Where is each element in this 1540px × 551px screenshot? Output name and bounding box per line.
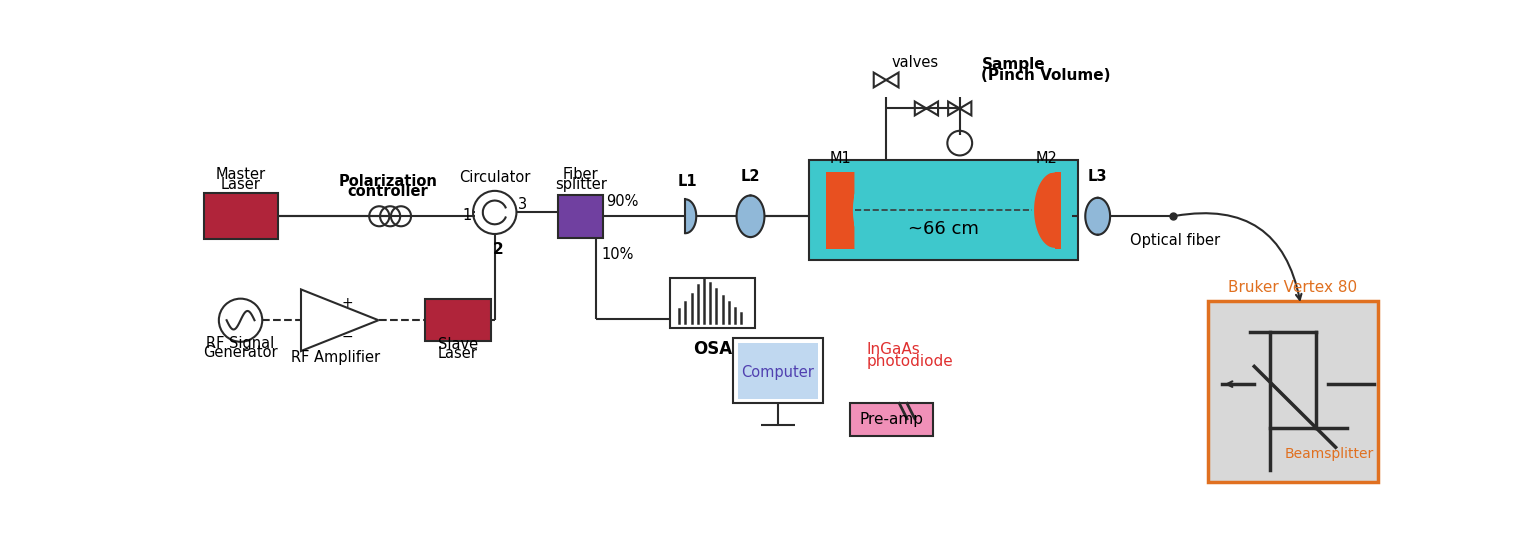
Text: (Pinch Volume): (Pinch Volume): [981, 68, 1110, 83]
Text: valves: valves: [892, 55, 939, 70]
Bar: [1032, 171, 1061, 249]
Text: Laser: Laser: [437, 347, 477, 361]
Text: Sample: Sample: [981, 57, 1046, 72]
Text: photodiode: photodiode: [867, 354, 953, 369]
Text: RF Amplifier: RF Amplifier: [291, 350, 380, 365]
Text: Slave: Slave: [437, 337, 477, 352]
Bar: [825, 171, 855, 249]
Bar: [1207, 301, 1378, 482]
Bar: [559, 196, 604, 238]
Text: Laser: Laser: [222, 177, 260, 192]
Text: Polarization: Polarization: [339, 174, 437, 188]
Bar: [850, 403, 933, 436]
Polygon shape: [736, 196, 764, 237]
Text: Circulator: Circulator: [459, 170, 530, 185]
Text: ~66 cm: ~66 cm: [909, 220, 979, 239]
Bar: [205, 193, 277, 239]
Text: 3: 3: [517, 197, 527, 212]
Text: Bruker Vertex 80: Bruker Vertex 80: [1229, 280, 1358, 295]
Text: 90%: 90%: [607, 193, 639, 209]
Text: Beamsplitter: Beamsplitter: [1284, 447, 1374, 461]
Text: Fiber: Fiber: [564, 166, 599, 182]
Text: Generator: Generator: [203, 345, 277, 360]
Text: controller: controller: [348, 185, 428, 199]
Polygon shape: [853, 171, 875, 249]
Text: L3: L3: [1087, 169, 1107, 184]
Text: 1: 1: [462, 208, 471, 223]
Text: L1: L1: [678, 174, 698, 188]
Text: −: −: [342, 330, 353, 344]
Text: Master: Master: [216, 166, 266, 182]
Polygon shape: [1086, 198, 1110, 235]
Text: M2: M2: [1035, 151, 1058, 166]
Text: 2: 2: [493, 242, 504, 257]
Text: +: +: [342, 296, 353, 310]
Text: splitter: splitter: [554, 177, 607, 192]
Text: Pre-amp: Pre-amp: [859, 412, 924, 427]
Bar: [738, 343, 818, 399]
Text: M1: M1: [830, 151, 852, 166]
Text: Computer: Computer: [742, 365, 815, 380]
Bar: [808, 160, 1078, 260]
Text: L2: L2: [741, 169, 761, 184]
Polygon shape: [685, 199, 696, 233]
Bar: [670, 278, 755, 328]
Text: OSA: OSA: [693, 340, 732, 358]
Text: RF Signal: RF Signal: [206, 336, 274, 351]
Bar: [425, 299, 491, 342]
Polygon shape: [1032, 171, 1055, 249]
Text: Optical fiber: Optical fiber: [1130, 233, 1220, 248]
Text: InGaAs: InGaAs: [867, 342, 921, 357]
Text: 10%: 10%: [602, 247, 634, 262]
Bar: [733, 338, 822, 403]
